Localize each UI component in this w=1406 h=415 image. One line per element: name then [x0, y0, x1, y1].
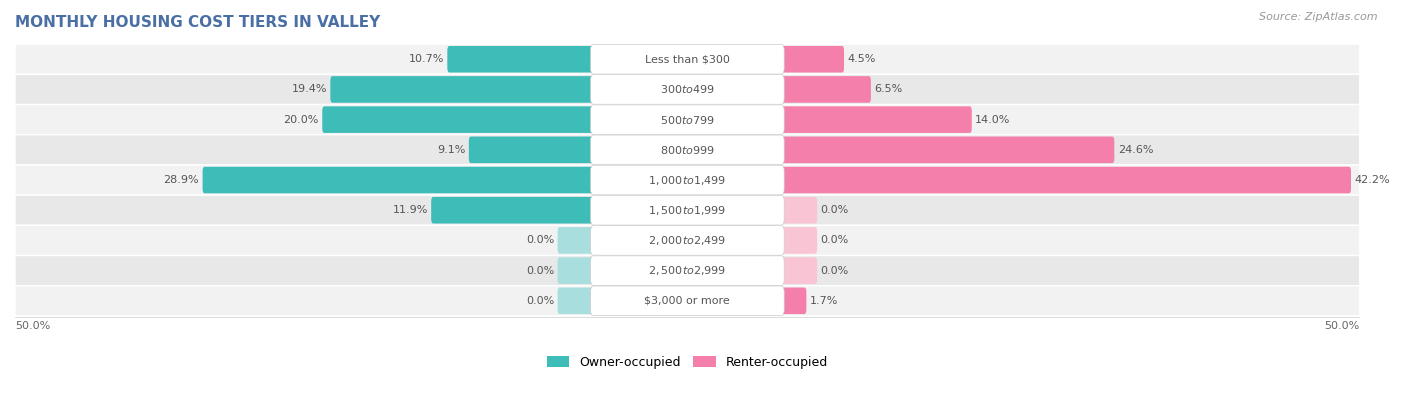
Text: 0.0%: 0.0% [821, 266, 849, 276]
Legend: Owner-occupied, Renter-occupied: Owner-occupied, Renter-occupied [541, 351, 832, 374]
FancyBboxPatch shape [15, 165, 1360, 195]
FancyBboxPatch shape [779, 46, 844, 73]
FancyBboxPatch shape [779, 197, 817, 224]
Text: $1,000 to $1,499: $1,000 to $1,499 [648, 173, 727, 186]
FancyBboxPatch shape [15, 135, 1360, 165]
Text: 28.9%: 28.9% [163, 175, 200, 185]
FancyBboxPatch shape [779, 227, 817, 254]
FancyBboxPatch shape [15, 225, 1360, 256]
FancyBboxPatch shape [591, 75, 785, 104]
FancyBboxPatch shape [779, 288, 807, 314]
FancyBboxPatch shape [779, 167, 1351, 193]
Text: $2,000 to $2,499: $2,000 to $2,499 [648, 234, 727, 247]
FancyBboxPatch shape [591, 105, 785, 134]
Text: $2,500 to $2,999: $2,500 to $2,999 [648, 264, 727, 277]
Text: $800 to $999: $800 to $999 [659, 144, 714, 156]
Text: 24.6%: 24.6% [1118, 145, 1153, 155]
Text: 50.0%: 50.0% [15, 320, 51, 331]
Text: 0.0%: 0.0% [526, 266, 554, 276]
FancyBboxPatch shape [202, 167, 595, 193]
FancyBboxPatch shape [558, 257, 595, 284]
FancyBboxPatch shape [15, 44, 1360, 74]
FancyBboxPatch shape [432, 197, 595, 224]
FancyBboxPatch shape [591, 286, 785, 315]
FancyBboxPatch shape [15, 256, 1360, 286]
Text: 1.7%: 1.7% [810, 296, 838, 306]
Text: 4.5%: 4.5% [848, 54, 876, 64]
Text: 20.0%: 20.0% [284, 115, 319, 124]
Text: $300 to $499: $300 to $499 [659, 83, 714, 95]
FancyBboxPatch shape [322, 106, 595, 133]
FancyBboxPatch shape [779, 76, 870, 103]
FancyBboxPatch shape [15, 195, 1360, 225]
Text: Less than $300: Less than $300 [645, 54, 730, 64]
FancyBboxPatch shape [591, 256, 785, 286]
Text: 9.1%: 9.1% [437, 145, 465, 155]
FancyBboxPatch shape [447, 46, 595, 73]
Text: 42.2%: 42.2% [1354, 175, 1391, 185]
FancyBboxPatch shape [15, 74, 1360, 105]
FancyBboxPatch shape [468, 137, 595, 163]
Text: 0.0%: 0.0% [526, 235, 554, 245]
Text: $1,500 to $1,999: $1,500 to $1,999 [648, 204, 727, 217]
FancyBboxPatch shape [779, 137, 1115, 163]
FancyBboxPatch shape [779, 257, 817, 284]
FancyBboxPatch shape [15, 105, 1360, 135]
FancyBboxPatch shape [558, 227, 595, 254]
FancyBboxPatch shape [591, 195, 785, 225]
Text: 11.9%: 11.9% [392, 205, 427, 215]
Text: 6.5%: 6.5% [875, 84, 903, 95]
Text: 0.0%: 0.0% [821, 205, 849, 215]
FancyBboxPatch shape [15, 286, 1360, 316]
Text: 14.0%: 14.0% [976, 115, 1011, 124]
Text: $500 to $799: $500 to $799 [659, 114, 714, 126]
FancyBboxPatch shape [591, 165, 785, 195]
Text: 0.0%: 0.0% [821, 235, 849, 245]
FancyBboxPatch shape [779, 106, 972, 133]
Text: Source: ZipAtlas.com: Source: ZipAtlas.com [1260, 12, 1378, 22]
Text: 10.7%: 10.7% [409, 54, 444, 64]
FancyBboxPatch shape [591, 44, 785, 74]
Text: 19.4%: 19.4% [291, 84, 328, 95]
Text: MONTHLY HOUSING COST TIERS IN VALLEY: MONTHLY HOUSING COST TIERS IN VALLEY [15, 15, 380, 30]
FancyBboxPatch shape [591, 226, 785, 255]
FancyBboxPatch shape [330, 76, 595, 103]
Text: 0.0%: 0.0% [526, 296, 554, 306]
Text: $3,000 or more: $3,000 or more [644, 296, 730, 306]
Text: 50.0%: 50.0% [1324, 320, 1360, 331]
FancyBboxPatch shape [558, 288, 595, 314]
FancyBboxPatch shape [591, 135, 785, 165]
